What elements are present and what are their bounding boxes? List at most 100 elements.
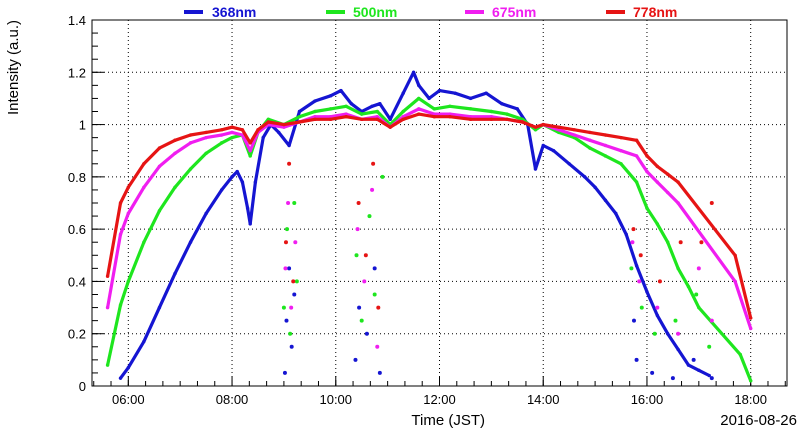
data-point-675nm [344, 112, 348, 116]
scatter-point-368nm [372, 266, 377, 271]
data-point-368nm [634, 264, 639, 268]
scatter-point-675nm [355, 227, 360, 232]
scatter-368nm [282, 266, 714, 381]
y-tick-label: 0 [79, 379, 86, 394]
scatter-500nm [281, 174, 712, 349]
data-point-675nm [655, 180, 660, 184]
data-point-778nm [432, 115, 437, 119]
data-point-368nm [593, 185, 597, 190]
x-tick-label: 08:00 [216, 392, 249, 407]
scatter-point-368nm [353, 357, 358, 362]
scatter-point-778nm [657, 279, 662, 284]
data-point-778nm [489, 117, 494, 122]
data-point-778nm [118, 201, 123, 205]
data-point-675nm [748, 326, 753, 331]
data-point-778nm [417, 112, 421, 116]
scatter-point-778nm [287, 161, 292, 166]
y-tick-label: 0.6 [68, 222, 86, 237]
data-point-500nm [697, 305, 701, 310]
scatter-point-675nm [293, 240, 298, 245]
data-point-500nm [645, 206, 649, 210]
data-point-368nm [707, 373, 711, 378]
scatter-point-500nm [285, 227, 290, 232]
data-point-675nm [666, 190, 670, 195]
data-point-778nm [142, 162, 146, 166]
data-point-500nm [520, 117, 525, 122]
data-point-778nm [520, 120, 525, 124]
data-point-675nm [230, 130, 234, 135]
data-point-778nm [619, 135, 623, 140]
data-point-778nm [173, 138, 177, 142]
scatter-point-500nm [707, 344, 712, 349]
x-tick-label: 14:00 [527, 392, 560, 407]
data-point-368nm [614, 211, 618, 216]
data-point-500nm [686, 284, 691, 289]
data-point-675nm [468, 115, 473, 119]
data-point-778nm [733, 253, 737, 257]
data-point-675nm [173, 151, 177, 156]
data-point-368nm [261, 135, 265, 140]
data-point-368nm [453, 91, 457, 95]
data-point-778nm [282, 122, 286, 127]
data-point-675nm [733, 279, 737, 284]
data-point-368nm [484, 91, 488, 95]
scatter-point-500nm [629, 266, 634, 271]
scatter-point-500nm [694, 292, 699, 297]
legend-label-778nm: 778nm [633, 4, 677, 20]
data-point-500nm [105, 363, 110, 367]
y-axis-title: Intensity (a.u.) [5, 20, 22, 115]
data-point-368nm [515, 107, 519, 111]
scatter-point-675nm [370, 187, 375, 192]
scatter-point-778nm [283, 240, 288, 245]
data-point-778nm [588, 130, 592, 135]
data-point-500nm [248, 154, 252, 158]
series-trace-500nm [106, 96, 753, 383]
series-trace-778nm [106, 112, 753, 320]
data-point-675nm [645, 169, 649, 174]
data-point-675nm [126, 211, 131, 216]
scatter-778nm [283, 161, 714, 310]
scatter-point-778nm [699, 240, 704, 245]
data-point-368nm [500, 101, 504, 106]
data-point-368nm [287, 143, 291, 148]
scatter-point-778nm [678, 240, 683, 245]
data-point-675nm [375, 115, 379, 119]
x-tick-label: 10:00 [319, 392, 352, 407]
data-point-778nm [297, 120, 302, 124]
series-trace-368nm [118, 70, 711, 380]
scatter-point-778nm [356, 201, 361, 205]
data-point-778nm [375, 117, 379, 122]
data-point-368nm [468, 96, 473, 101]
legend-entry-368nm: 368nm [184, 4, 256, 20]
scatter-point-368nm [691, 357, 696, 362]
scatter-point-500nm [372, 292, 377, 297]
data-point-778nm [248, 141, 252, 145]
data-point-675nm [572, 133, 577, 137]
data-point-368nm [297, 109, 302, 114]
y-tick-label: 0.4 [68, 274, 86, 289]
data-point-778nm [645, 154, 649, 158]
data-point-500nm [533, 128, 538, 132]
scatter-point-500nm [281, 305, 286, 310]
data-point-368nm [655, 313, 660, 318]
scatter-point-500nm [354, 253, 359, 258]
scatter-point-500nm [359, 318, 364, 323]
data-point-675nm [248, 149, 252, 153]
data-point-778nm [105, 274, 110, 278]
data-point-675nm [118, 232, 123, 237]
data-point-778nm [157, 146, 162, 150]
data-point-778nm [344, 115, 348, 119]
data-point-368nm [624, 232, 628, 237]
data-point-500nm [588, 146, 592, 150]
data-point-368nm [126, 366, 131, 370]
data-point-368nm [411, 70, 416, 74]
scatter-point-675nm [655, 305, 660, 310]
data-point-368nm [427, 96, 431, 101]
scatter-point-500nm [288, 331, 293, 336]
scatter-point-778nm [363, 253, 368, 258]
data-point-500nm [360, 112, 364, 116]
data-point-778nm [541, 122, 545, 127]
scatter-point-778nm [638, 253, 643, 258]
data-point-675nm [313, 115, 317, 119]
